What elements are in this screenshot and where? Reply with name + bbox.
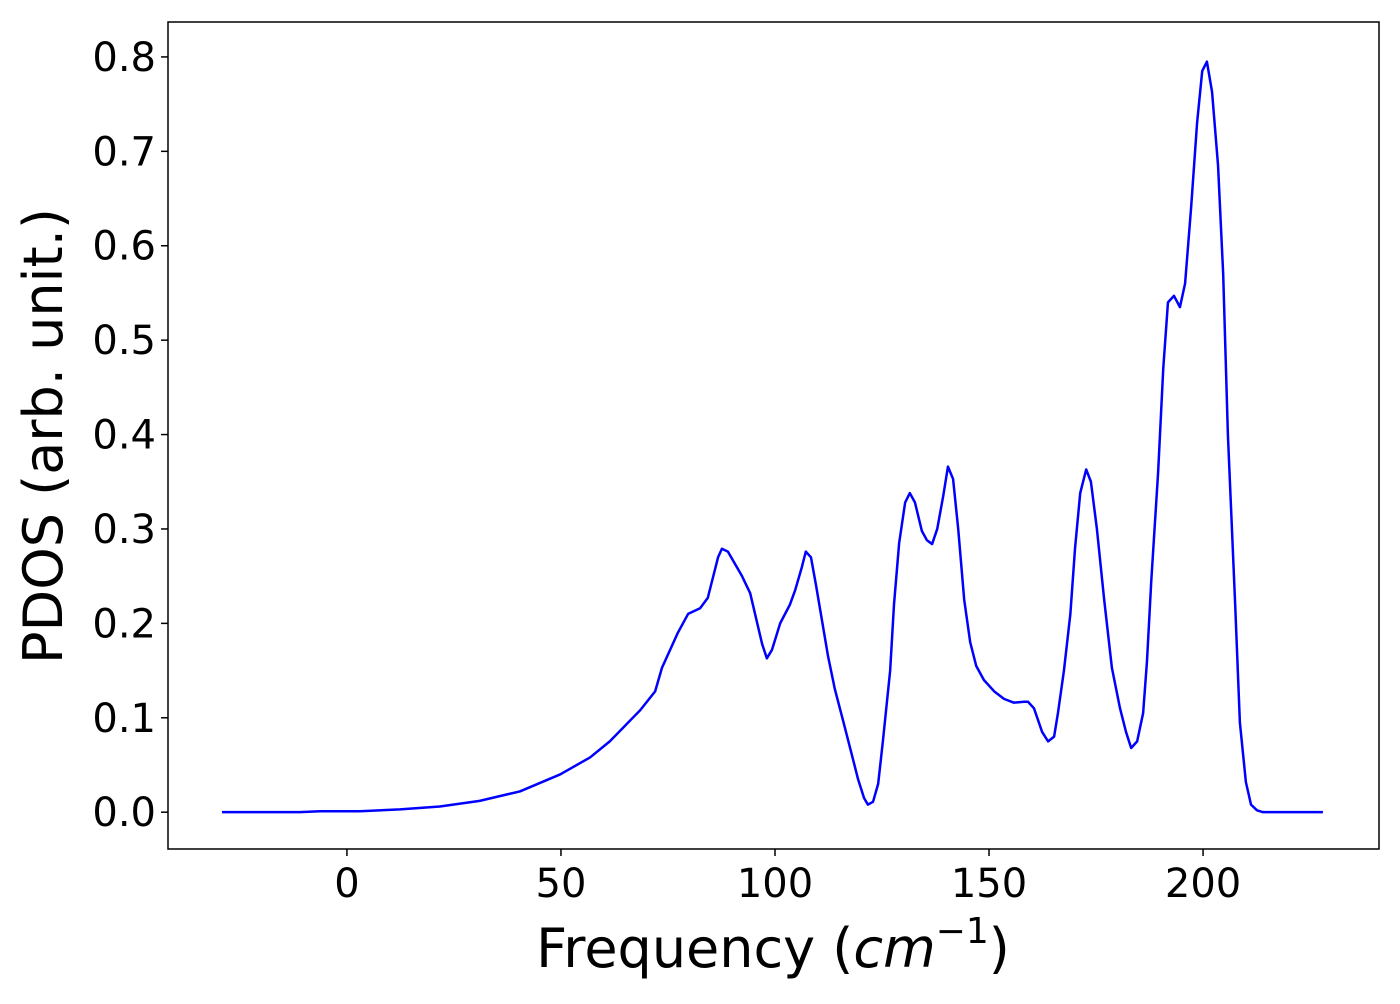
y-tick-label: 0.2 xyxy=(92,601,156,647)
y-axis-label: PDOS (arb. unit.) xyxy=(12,208,75,664)
plot-frame xyxy=(167,21,1380,850)
y-tick-label: 0.0 xyxy=(92,790,156,836)
x-label-text: ) xyxy=(989,917,1010,980)
y-tick-label: 0.7 xyxy=(92,129,156,175)
x-tick-label: 50 xyxy=(536,861,587,907)
x-label-text: Frequency ( xyxy=(536,917,853,980)
y-tick-label: 0.5 xyxy=(92,318,156,364)
x-tick-label: 100 xyxy=(737,861,813,907)
y-tick-label: 0.4 xyxy=(92,413,156,459)
data-line xyxy=(221,60,1323,814)
x-tick-label: 200 xyxy=(1165,861,1241,907)
y-tick-label: 0.3 xyxy=(92,507,156,553)
x-tick-label: 150 xyxy=(951,861,1027,907)
x-label-exponent: −1 xyxy=(936,911,989,952)
y-tick-label: 0.6 xyxy=(92,224,156,270)
x-tick-label: 0 xyxy=(334,861,359,907)
x-axis-label: Frequency (cm−1) xyxy=(536,911,1010,980)
x-label-unit: cm xyxy=(853,917,935,980)
y-tick-label: 0.1 xyxy=(92,696,156,742)
y-tick-label: 0.8 xyxy=(92,35,156,81)
